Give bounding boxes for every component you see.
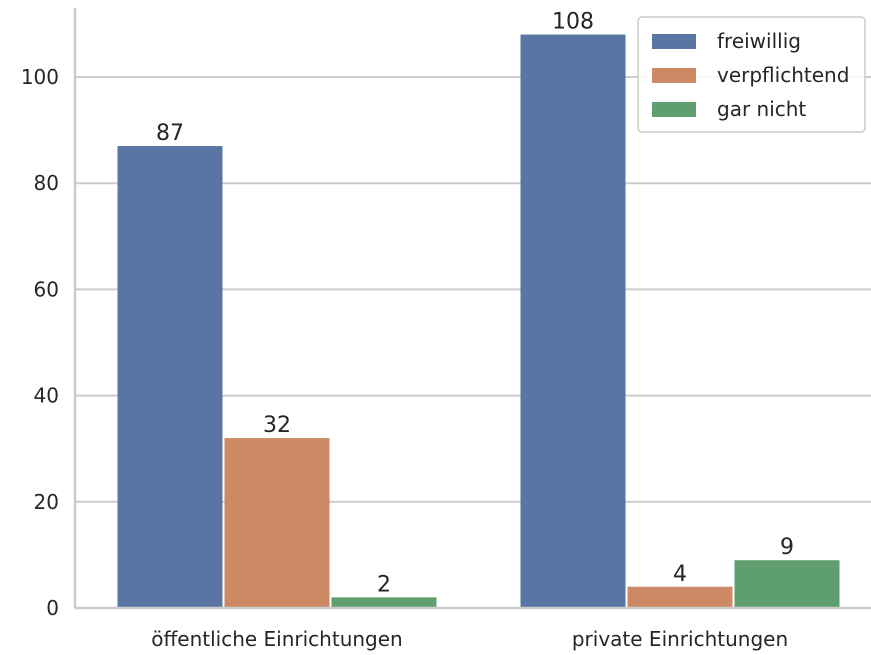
bars bbox=[117, 34, 840, 609]
bar-freiwillig bbox=[520, 34, 626, 609]
y-axis-tick-labels: 0 20 40 60 80 100 bbox=[21, 65, 59, 620]
data-label: 4 bbox=[673, 562, 687, 587]
y-tick-label: 100 bbox=[21, 65, 59, 89]
bar-gar-nicht bbox=[734, 560, 840, 608]
bar-freiwillig bbox=[117, 146, 223, 608]
data-label: 9 bbox=[780, 535, 794, 560]
legend-swatch bbox=[652, 34, 696, 49]
y-tick-label: 0 bbox=[46, 596, 59, 620]
y-tick-label: 60 bbox=[34, 277, 59, 301]
legend-swatch bbox=[652, 102, 696, 117]
data-label: 32 bbox=[263, 413, 291, 438]
data-labels: 87 32 2 108 4 9 bbox=[156, 10, 794, 598]
legend: freiwillig verpflichtend gar nicht bbox=[637, 16, 866, 133]
bar-verpflichtend bbox=[224, 438, 330, 608]
x-tick-label: öffentliche Einrichtungen bbox=[151, 627, 402, 651]
data-label: 108 bbox=[552, 10, 594, 35]
legend-entry: gar nicht bbox=[717, 97, 806, 121]
y-tick-label: 40 bbox=[34, 384, 59, 408]
bar-verpflichtend bbox=[627, 586, 733, 608]
x-axis-tick-labels: öffentliche Einrichtungen private Einrich… bbox=[151, 627, 788, 651]
data-label: 2 bbox=[377, 572, 391, 597]
legend-swatch bbox=[652, 68, 696, 83]
data-label: 87 bbox=[156, 121, 184, 146]
x-tick-label: private Einrichtungen bbox=[572, 627, 788, 651]
legend-entry: verpflichtend bbox=[717, 63, 849, 87]
bar-gar-nicht bbox=[331, 597, 437, 608]
y-tick-label: 20 bbox=[34, 490, 59, 514]
y-tick-label: 80 bbox=[34, 171, 59, 195]
axes-spines bbox=[73, 8, 871, 610]
legend-entry: freiwillig bbox=[717, 29, 801, 53]
